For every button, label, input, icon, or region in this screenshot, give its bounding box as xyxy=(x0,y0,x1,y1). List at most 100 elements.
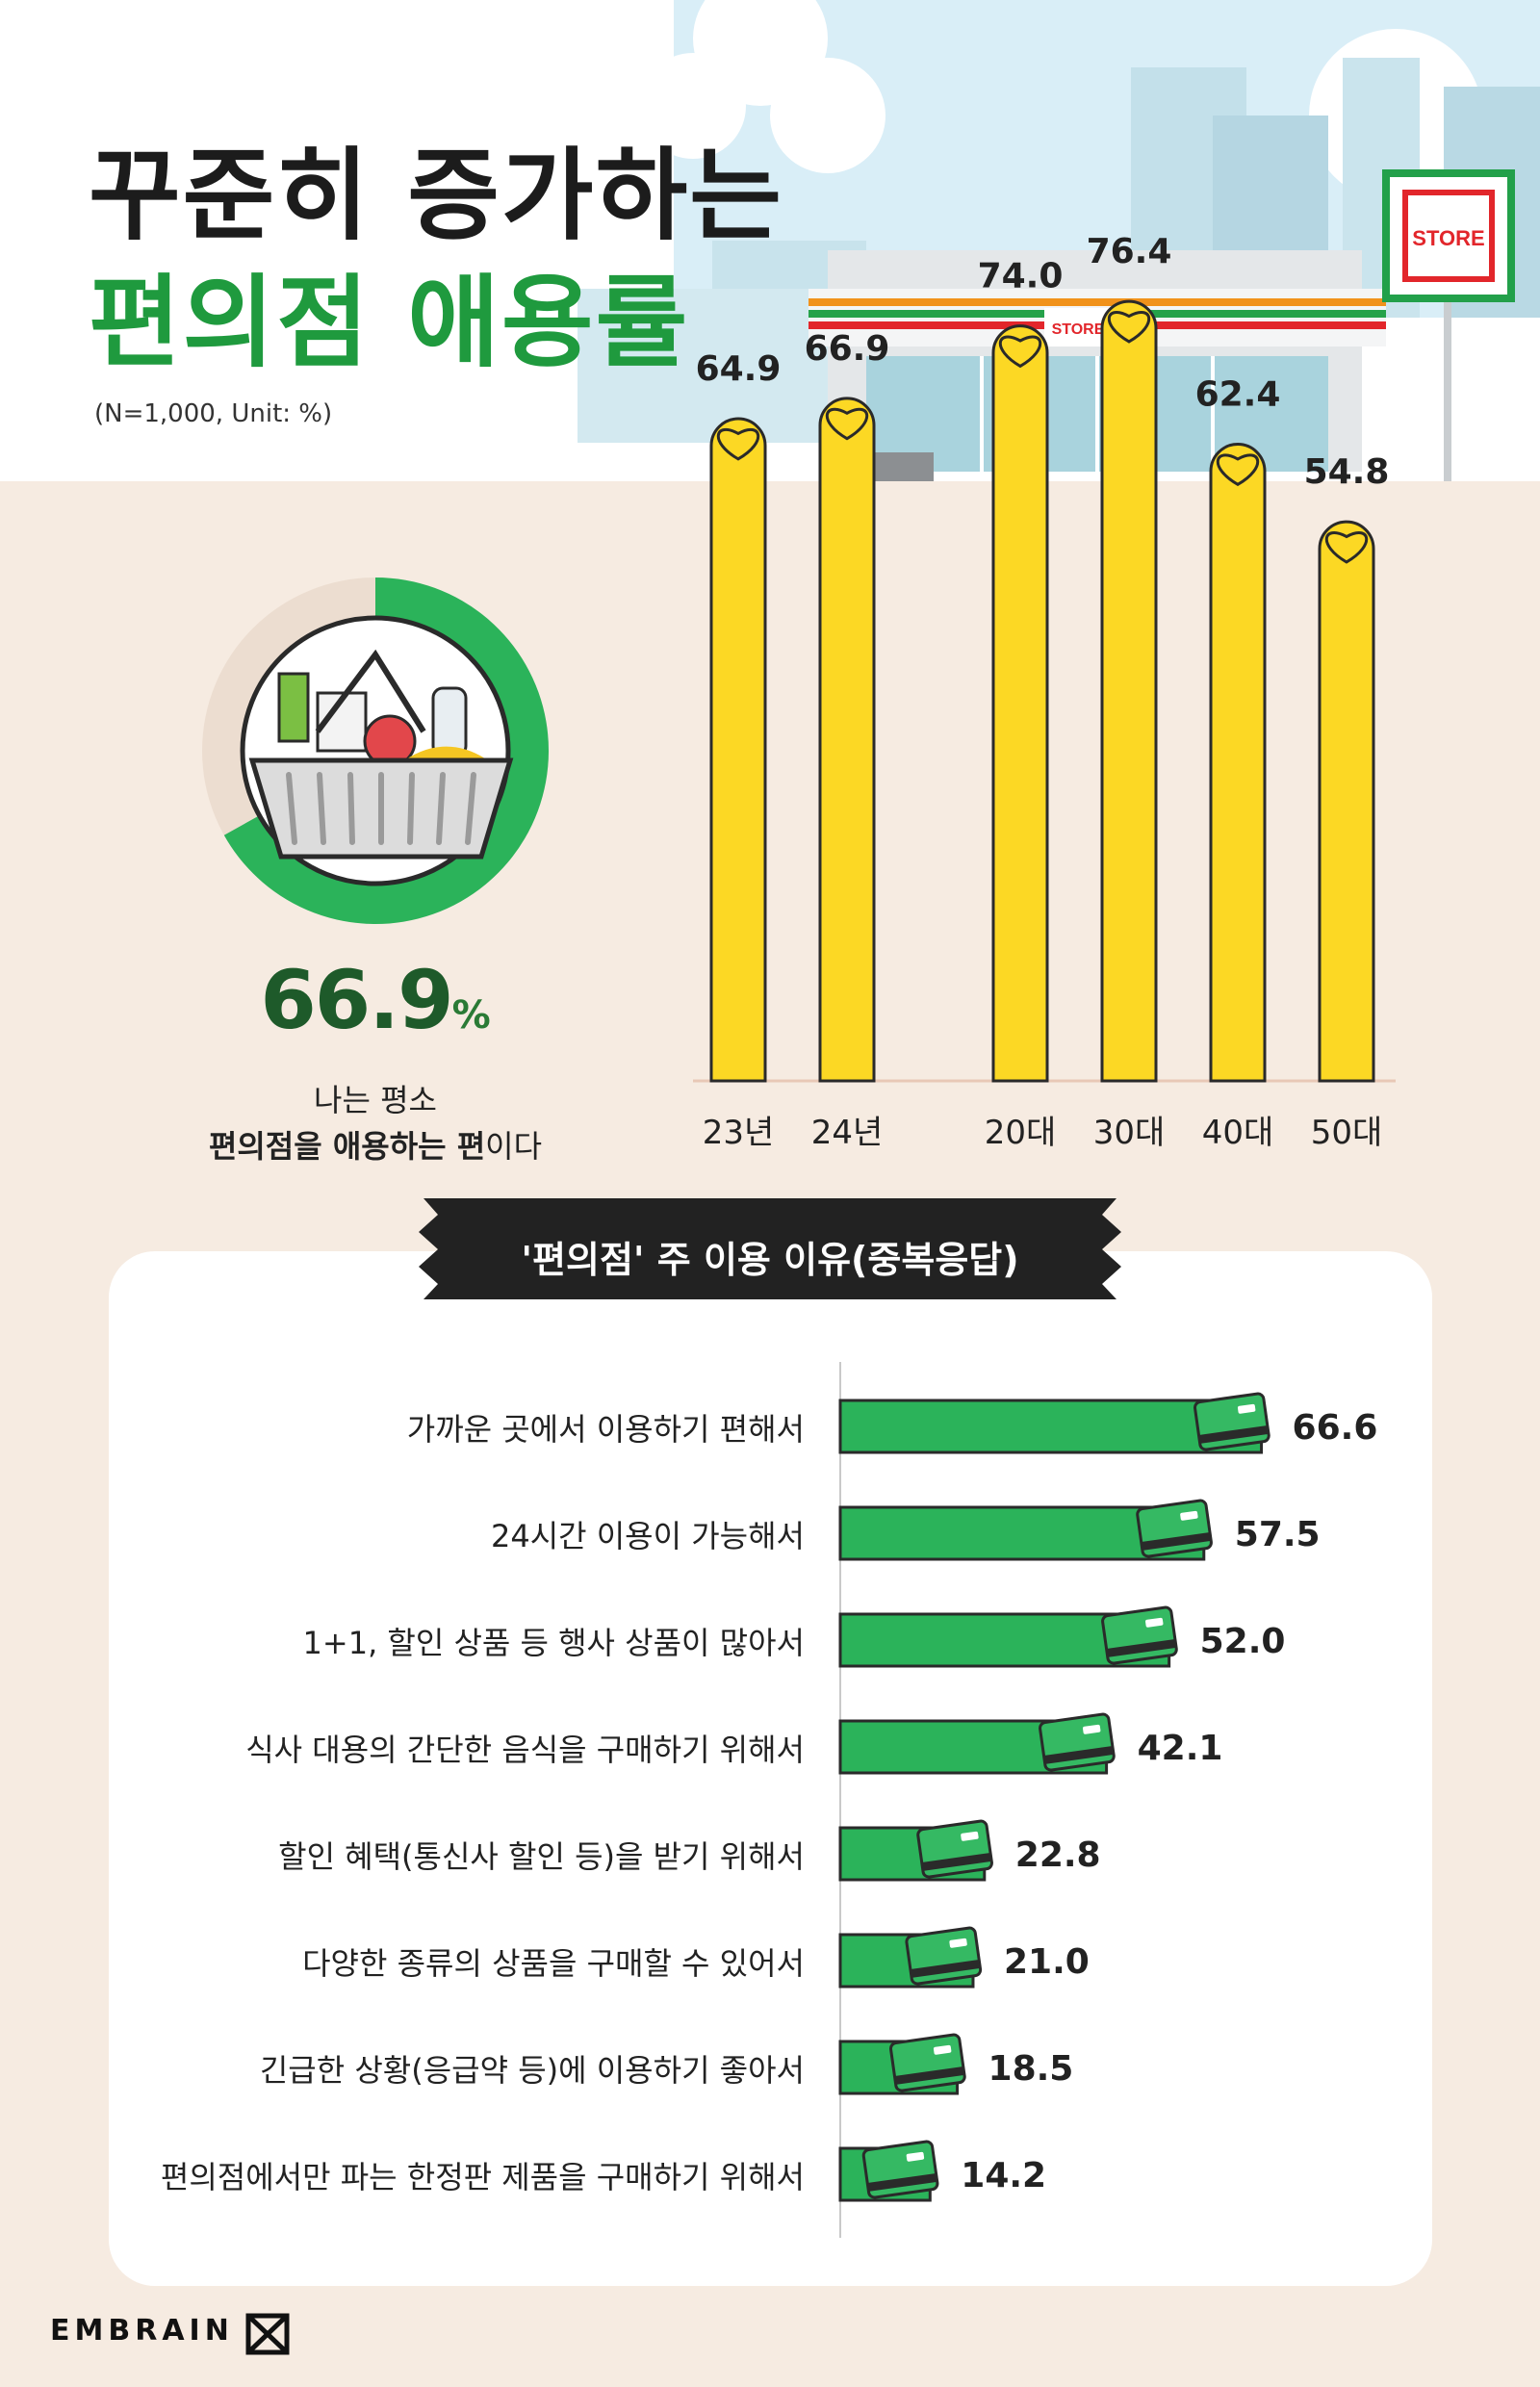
category-label: 편의점에서만 파는 한정판 제품을 구매하기 위해서 xyxy=(160,2159,805,2195)
card-chip xyxy=(1180,1510,1198,1521)
storefront-illustration: STORE STORE xyxy=(578,0,1540,481)
bar xyxy=(818,397,876,1083)
bar xyxy=(1209,443,1267,1083)
category-label: 40대 xyxy=(1202,1114,1274,1152)
atm xyxy=(866,452,934,481)
card-chip xyxy=(933,2044,952,2055)
caption-rest: 이다 xyxy=(485,1128,543,1165)
category-label: 1+1, 할인 상품 등 행사 상품이 많아서 xyxy=(302,1625,805,1661)
cloud xyxy=(640,53,746,159)
caption-emphasis: 편의점을 애용하는 편 xyxy=(208,1128,486,1165)
heart-icon xyxy=(1324,531,1369,564)
category-label: 30대 xyxy=(1093,1114,1166,1152)
sign-pole xyxy=(1444,289,1451,481)
banner-shape xyxy=(419,1198,1121,1299)
header: STORE STORE 꾸준히 증가하는 편의점 애용률 (N=1,000, U… xyxy=(0,0,1540,481)
bar xyxy=(1100,299,1158,1083)
basket-slot xyxy=(347,772,355,845)
building xyxy=(578,289,828,443)
heart-icon xyxy=(825,407,869,441)
card-icon xyxy=(861,2140,939,2199)
card-icon xyxy=(916,1819,993,1879)
bar xyxy=(1318,520,1375,1083)
card-chip xyxy=(961,1831,979,1841)
card-stripe xyxy=(1106,1638,1177,1657)
card-stripe xyxy=(1043,1745,1115,1764)
bar xyxy=(709,417,767,1083)
category-label: 할인 혜택(통신사 할인 등)을 받기 위해서 xyxy=(278,1838,805,1875)
value-label: 14.2 xyxy=(961,2156,1046,2195)
value-label: 66.6 xyxy=(1293,1408,1378,1448)
basket-slot xyxy=(317,772,326,845)
card-chip xyxy=(906,2151,925,2162)
card-icon xyxy=(1194,1392,1270,1451)
card-icon xyxy=(905,1926,983,1986)
card-icon xyxy=(1101,1605,1178,1665)
value-label: 74.0 xyxy=(978,257,1064,296)
sample-note: (N=1,000, Unit: %) xyxy=(94,399,333,428)
card-stripe xyxy=(921,1852,992,1871)
page-title: 꾸준히 증가하는 xyxy=(89,137,783,254)
card-stripe xyxy=(894,2066,965,2085)
headline-value: 66.9 xyxy=(260,953,453,1047)
basket-handle xyxy=(315,649,426,733)
basket-slot xyxy=(286,772,297,845)
value-label: 42.1 xyxy=(1138,1729,1223,1768)
card-chip xyxy=(1082,1724,1101,1734)
category-label: 가까운 곳에서 이용하기 편해서 xyxy=(406,1411,805,1448)
stripe-orange xyxy=(808,298,1386,306)
value-label: 22.8 xyxy=(1015,1835,1101,1875)
value-label: 18.5 xyxy=(988,2049,1074,2089)
store-sign-text: STORE xyxy=(1412,226,1484,250)
vegetable-icon xyxy=(277,672,310,743)
value-label: 54.8 xyxy=(1304,452,1390,492)
category-label: 식사 대용의 간단한 음식을 구매하기 위해서 xyxy=(245,1732,805,1768)
shopping-basket-icon xyxy=(248,649,514,860)
store-roof-sign-text: STORE xyxy=(1052,321,1105,338)
card-icon xyxy=(888,2033,966,2092)
card-icon xyxy=(1136,1499,1213,1558)
page-subtitle: 편의점 애용률 xyxy=(89,264,690,381)
card-stripe xyxy=(910,1959,981,1978)
cloud xyxy=(770,58,886,173)
category-label: 24년 xyxy=(811,1114,884,1152)
card-icon xyxy=(1039,1712,1116,1772)
basket-slot xyxy=(436,772,446,845)
category-label: 20대 xyxy=(985,1114,1057,1152)
value-label: 76.4 xyxy=(1087,232,1172,271)
value-label: 52.0 xyxy=(1200,1622,1286,1661)
card-chip xyxy=(949,1938,967,1948)
reasons-title: '편의점' 주 이용 이유(중복응답) xyxy=(521,1239,1019,1281)
heart-icon xyxy=(716,427,760,461)
bar xyxy=(991,324,1049,1083)
headline-caption: 나는 평소 xyxy=(314,1082,437,1118)
headline-unit: % xyxy=(451,993,491,1038)
value-label: 62.4 xyxy=(1195,375,1281,415)
card-stripe xyxy=(1141,1531,1212,1551)
category-label: 50대 xyxy=(1311,1114,1383,1152)
category-label: 23년 xyxy=(703,1114,775,1152)
card-chip xyxy=(1145,1617,1164,1628)
basket-slot xyxy=(407,772,415,845)
headline-caption-2: 편의점을 애용하는 편이다 xyxy=(154,1122,597,1167)
value-label: 21.0 xyxy=(1004,1942,1090,1982)
bar xyxy=(838,1399,1264,1454)
brand-logo: EMBRAIN xyxy=(50,2314,234,2348)
card-stripe xyxy=(1198,1424,1270,1444)
heart-icon xyxy=(1107,311,1151,344)
value-label: 64.9 xyxy=(696,349,782,389)
category-label: 다양한 종류의 상품을 구매할 수 있어서 xyxy=(302,1945,805,1982)
reasons-banner xyxy=(419,1198,1121,1299)
card-chip xyxy=(1237,1403,1256,1414)
headline: 66.9% xyxy=(202,953,549,1047)
heart-icon xyxy=(998,335,1042,369)
value-label: 57.5 xyxy=(1235,1515,1321,1554)
category-label: 긴급한 상황(응급약 등)에 이용하기 좋아서 xyxy=(259,2052,805,2089)
basket-slot xyxy=(465,772,476,845)
heart-icon xyxy=(1216,453,1260,487)
card-stripe xyxy=(867,2172,937,2192)
